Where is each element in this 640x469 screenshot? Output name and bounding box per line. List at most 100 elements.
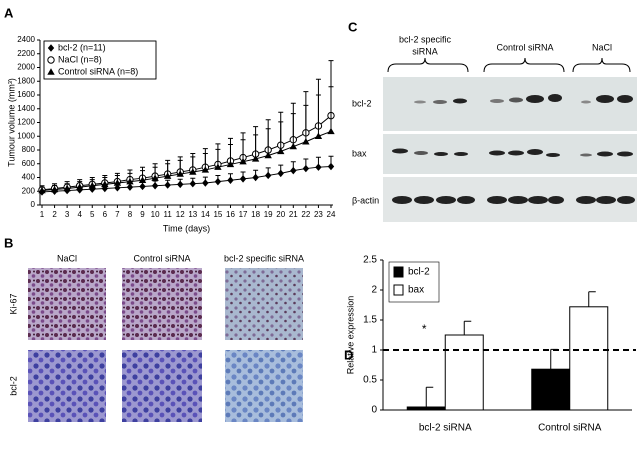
x-tick-label: 18: [251, 210, 260, 219]
marker: [239, 175, 247, 183]
panel-label: A: [4, 5, 14, 20]
y-tick-label: 1000: [17, 131, 35, 140]
y-tick-label: 200: [22, 186, 36, 195]
marker: [290, 166, 297, 175]
y-tick-label: 1400: [17, 104, 35, 113]
x-tick-label: 22: [301, 210, 310, 219]
marker: [126, 177, 134, 185]
marker: [327, 162, 335, 171]
y-tick-label: 1800: [17, 76, 35, 85]
panel-label: B: [4, 235, 13, 250]
x-tick-label: 5: [90, 210, 95, 219]
y-tick-label: 2000: [17, 63, 35, 72]
marker: [264, 151, 272, 159]
marker: [138, 176, 147, 183]
brace: [387, 57, 469, 73]
marker: [289, 142, 298, 150]
marker: [302, 138, 310, 145]
marker: [277, 147, 285, 155]
marker: [189, 168, 197, 175]
group-label: NaCl: [592, 42, 612, 52]
marker: [75, 183, 84, 190]
x-tick-label: 24: [327, 210, 336, 219]
column-label: bcl-2 specific siRNA: [224, 253, 304, 263]
x-tick-label: 17: [239, 210, 248, 219]
marker: [314, 132, 323, 139]
error-bar: [425, 386, 434, 407]
series-line: [41, 130, 332, 192]
y-tick-label: 1600: [17, 90, 35, 99]
legend-marker: [47, 44, 55, 52]
brace: [572, 57, 631, 73]
marker: [76, 186, 83, 194]
group-label: Control siRNA: [496, 42, 553, 52]
column-label: Control siRNA: [133, 253, 190, 263]
marker: [239, 157, 247, 165]
marker: [176, 170, 184, 177]
y-tick-label: 1.5: [363, 315, 377, 326]
marker: [214, 163, 222, 170]
marker: [89, 185, 96, 193]
bar: [531, 368, 571, 411]
x-tick-label: 16: [226, 210, 235, 219]
marker: [38, 186, 46, 194]
legend-marker: [47, 68, 55, 75]
bar: [569, 306, 609, 411]
legend-label: bcl-2 (n=11): [58, 42, 106, 52]
error-bar: [588, 291, 596, 307]
y-tick-label: 2: [371, 285, 377, 296]
marker: [101, 180, 109, 188]
error-bar: [253, 134, 259, 159]
x-tick-label: 9: [140, 210, 145, 219]
error-bar: [303, 104, 309, 142]
marker: [201, 166, 210, 173]
x-tick-label: 19: [264, 210, 273, 219]
error-bar: [550, 348, 558, 370]
marker: [50, 185, 59, 193]
marker: [139, 182, 146, 191]
row-label: Ki-67: [8, 293, 18, 314]
x-tick-label: 6: [103, 210, 108, 219]
legend-label: bax: [408, 285, 424, 296]
series-line: [41, 166, 332, 193]
marker: [252, 173, 259, 182]
y-tick-label: 0: [371, 405, 377, 416]
bar: [444, 334, 484, 411]
y-tick-label: 1: [371, 345, 377, 356]
x-tick-label: 11: [163, 210, 172, 219]
legend-box: [43, 40, 157, 80]
x-tick-label: 7: [115, 210, 120, 219]
micrograph: [225, 350, 303, 422]
y-tick-label: 2200: [17, 49, 35, 58]
row-label: bcl-2: [352, 98, 372, 108]
marker: [327, 127, 335, 135]
x-tick-label: 12: [176, 210, 185, 219]
marker: [202, 179, 209, 187]
micrograph: [122, 350, 202, 422]
blot: [383, 77, 637, 131]
marker: [277, 169, 284, 178]
y-tick-label: 0.5: [363, 375, 377, 386]
row-label: bcl-2: [8, 376, 18, 396]
marker: [163, 172, 172, 179]
x-tick-label: 8: [128, 210, 133, 219]
marker: [264, 171, 272, 180]
marker: [113, 179, 122, 186]
row-label: β-actin: [352, 195, 379, 205]
y-axis-label: Relative expression: [345, 296, 355, 375]
marker: [177, 180, 184, 189]
x-tick-label: 20: [276, 210, 285, 219]
series-line: [41, 115, 332, 191]
x-axis-label: Time (days): [163, 223, 210, 233]
marker: [251, 155, 260, 162]
annotation: *: [422, 322, 427, 336]
micrograph: [28, 268, 106, 340]
error-bar: [328, 86, 334, 132]
x-tick-label: 23: [314, 210, 323, 219]
marker: [227, 176, 234, 184]
axis: [39, 40, 333, 206]
marker: [101, 184, 109, 193]
group-label: bcl-2 specific: [399, 34, 452, 44]
y-tick-label: 1200: [17, 118, 35, 127]
